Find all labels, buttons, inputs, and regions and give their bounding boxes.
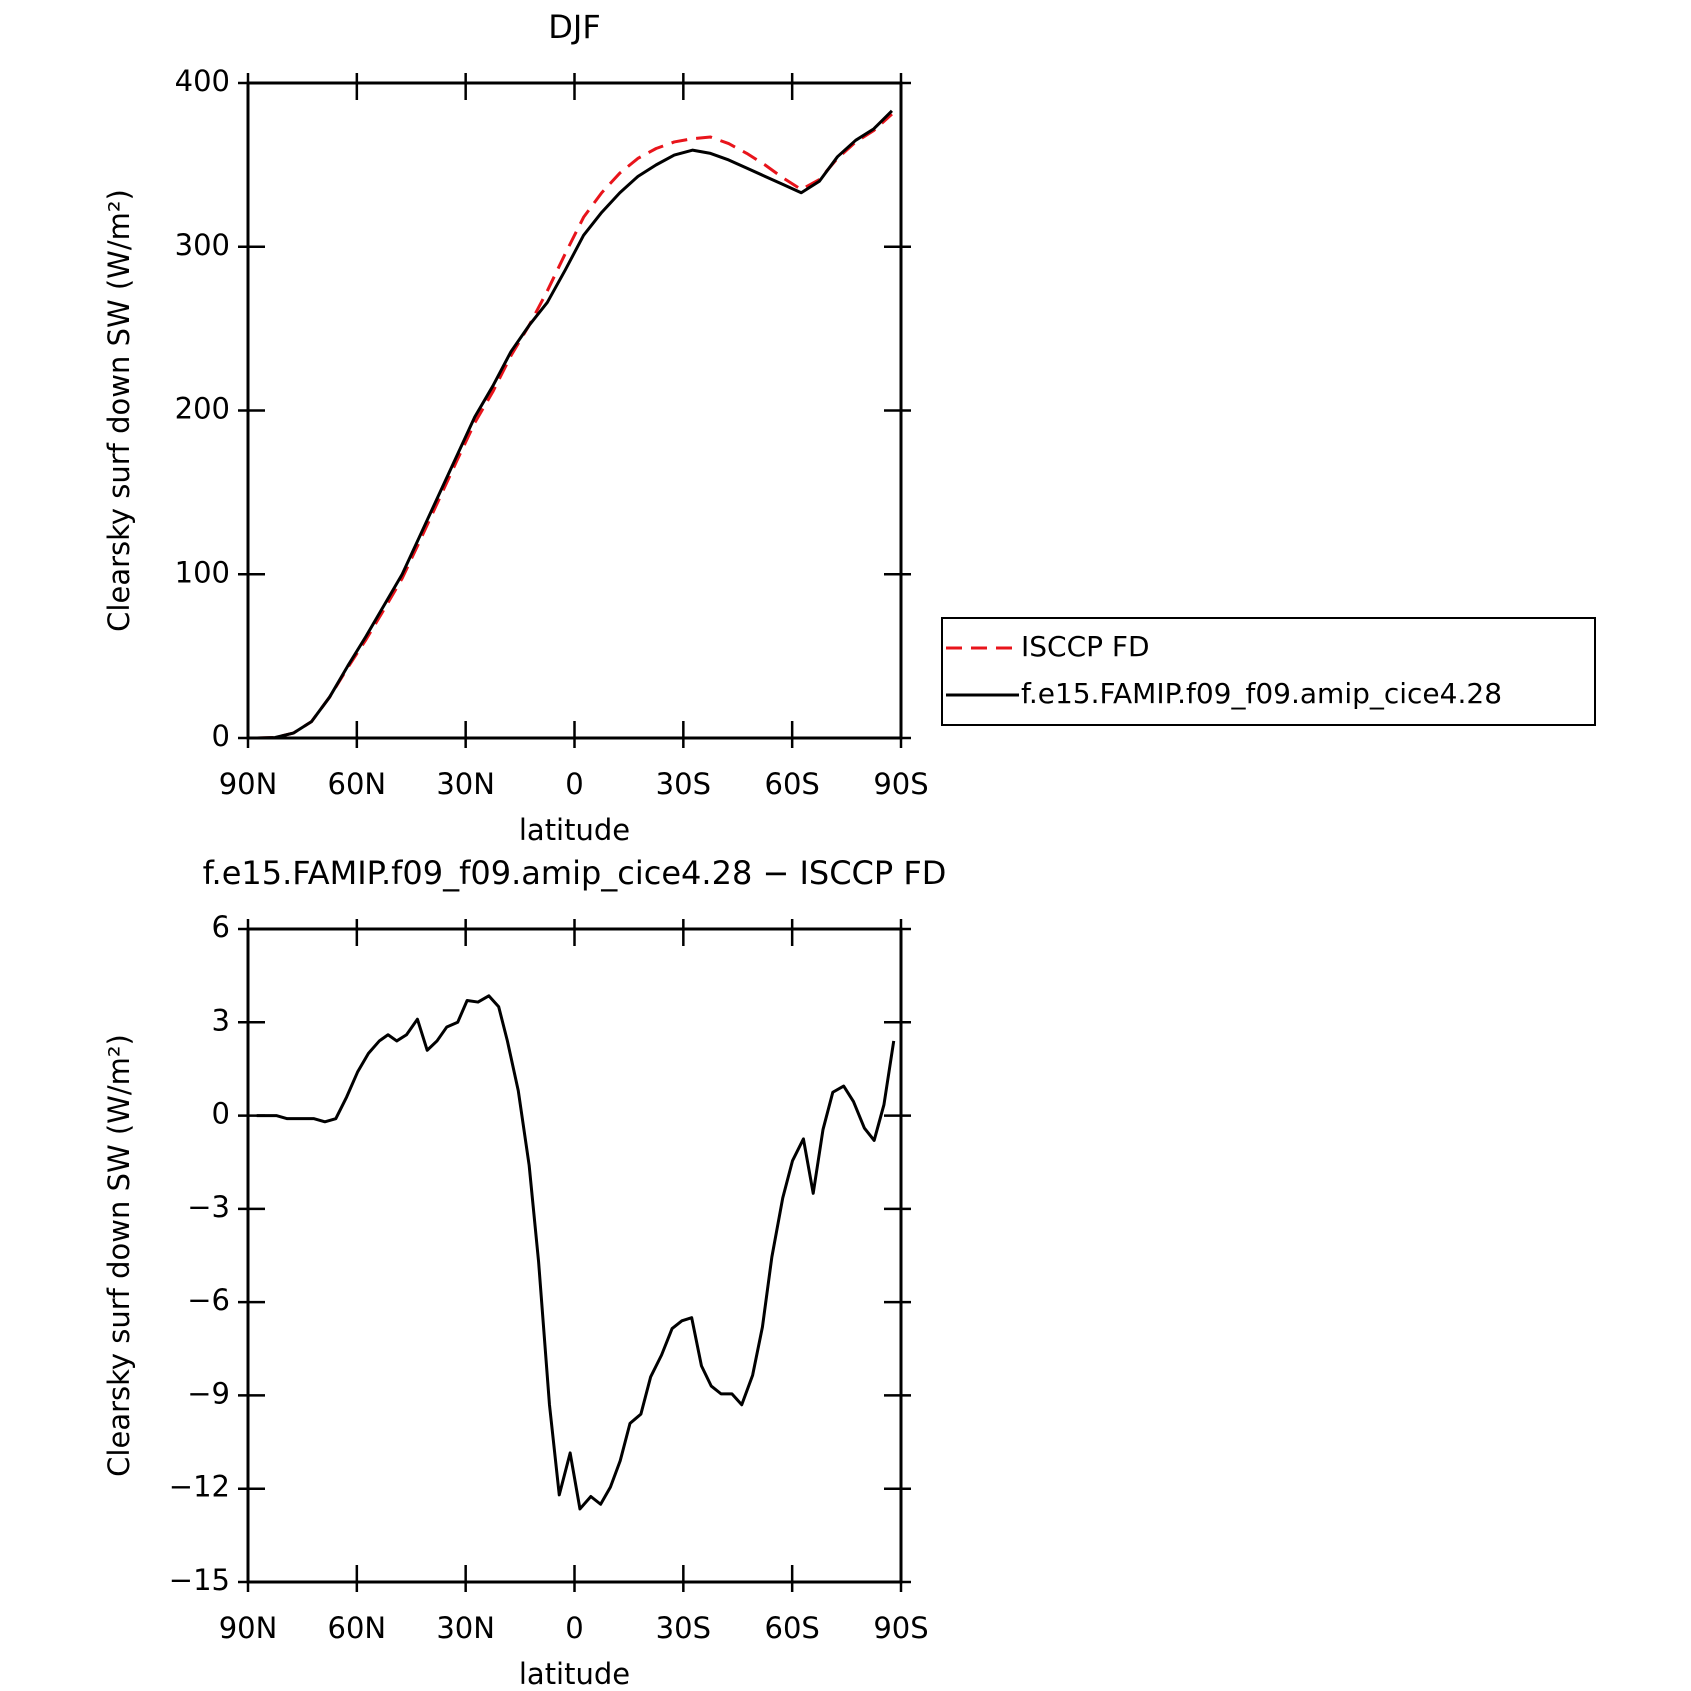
y-tick-label: 6 (212, 910, 230, 944)
x-tick-label: 60S (765, 1611, 820, 1645)
legend-label: ISCCP FD (1021, 630, 1150, 663)
legend-box (941, 617, 1596, 726)
x-axis-label: latitude (519, 813, 630, 847)
x-tick-label: 90S (873, 767, 928, 801)
chart-title: DJF (548, 8, 600, 46)
chart-title: f.e15.FAMIP.f09_f09.amip_cice4.28 − ISCC… (203, 854, 947, 892)
plot-frame (246, 81, 903, 740)
y-axis-label: Clearsky surf down SW (W/m²) (102, 189, 136, 632)
y-axis-label: Clearsky surf down SW (W/m²) (102, 1034, 136, 1477)
x-tick-label: 30N (436, 1611, 495, 1645)
x-tick-label: 90S (873, 1611, 928, 1645)
line-series (257, 112, 893, 740)
plot-frame (246, 927, 903, 1584)
y-tick-label: −3 (187, 1190, 230, 1224)
y-tick-label: −12 (169, 1470, 230, 1504)
y-tick-label: 200 (175, 392, 230, 426)
y-tick-label: −9 (187, 1376, 230, 1410)
x-tick-label: 30S (656, 767, 711, 801)
x-tick-label: 90N (219, 1611, 278, 1645)
y-tick-label: −15 (169, 1563, 230, 1597)
x-tick-label: 30S (656, 1611, 711, 1645)
x-tick-label: 60S (765, 767, 820, 801)
y-tick-label: 3 (212, 1003, 230, 1037)
x-tick-label: 60N (328, 1611, 387, 1645)
y-tick-label: 100 (175, 555, 230, 589)
y-tick-label: 400 (175, 64, 230, 98)
x-tick-label: 60N (328, 767, 387, 801)
y-tick-label: −6 (187, 1283, 230, 1317)
line-series (256, 994, 896, 1511)
x-tick-label: 30N (436, 767, 495, 801)
legend-label: f.e15.FAMIP.f09_f09.amip_cice4.28 (1021, 677, 1502, 710)
x-tick-label: 0 (565, 767, 583, 801)
y-tick-label: 0 (212, 719, 230, 753)
x-axis-label: latitude (519, 1657, 630, 1691)
y-tick-label: 0 (212, 1097, 230, 1131)
x-tick-label: 0 (565, 1611, 583, 1645)
y-tick-label: 300 (175, 228, 230, 262)
line-series (257, 109, 893, 740)
x-tick-label: 90N (219, 767, 278, 801)
